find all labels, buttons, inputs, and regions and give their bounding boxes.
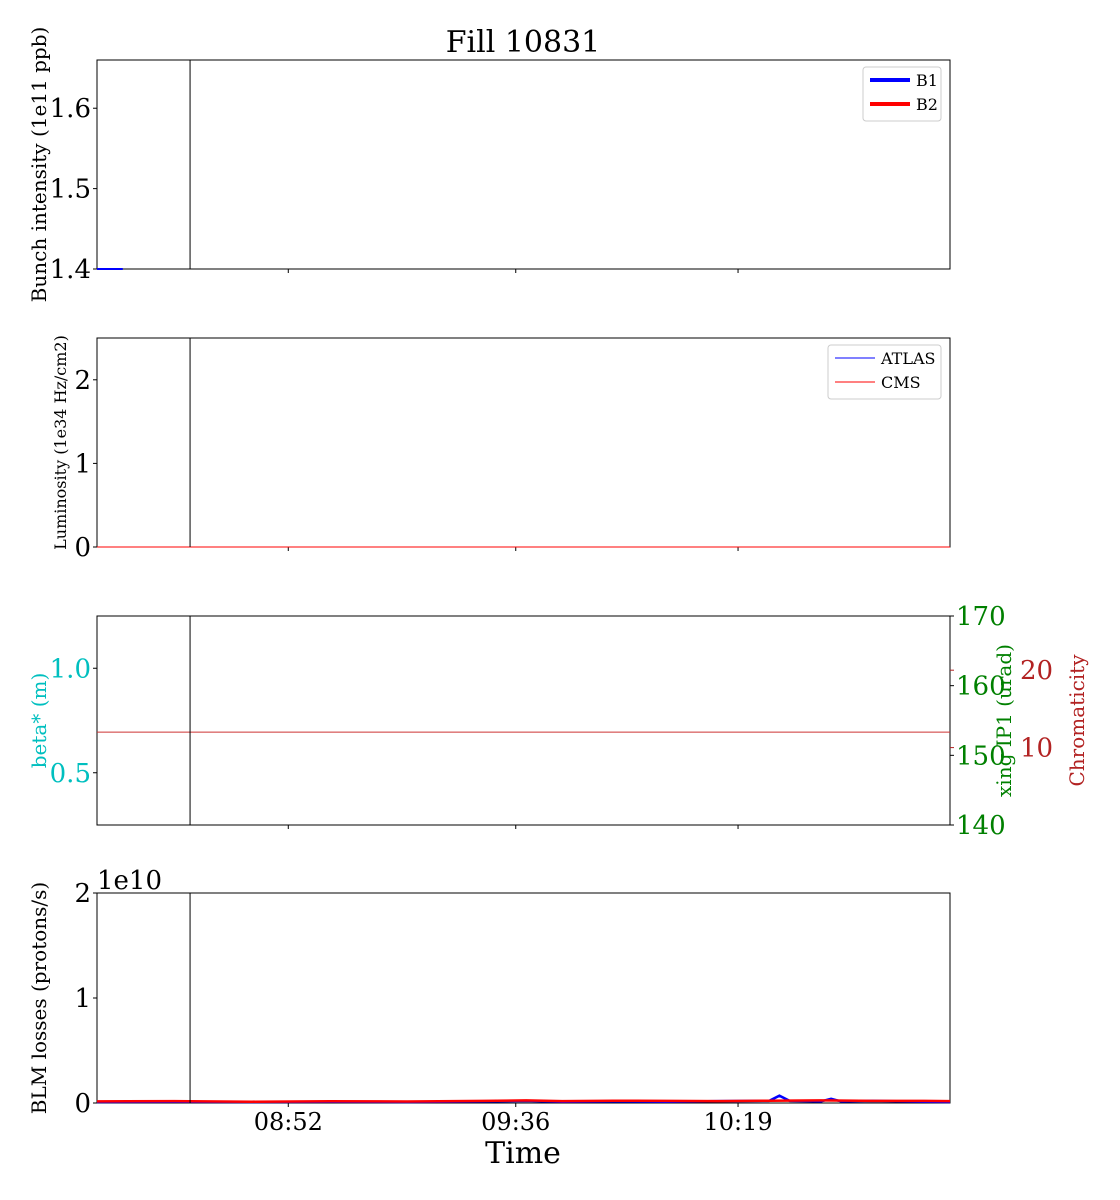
y-tick-label: 0.5 xyxy=(50,759,91,789)
y-tick-label: 1.6 xyxy=(50,94,91,124)
y-offset-label: 1e10 xyxy=(97,866,162,896)
legend-label: ATLAS xyxy=(880,349,936,368)
chart-title: Fill 10831 xyxy=(446,25,601,60)
legend-label: B2 xyxy=(916,95,938,114)
y-axis-label: Bunch intensity (1e11 ppb) xyxy=(27,27,51,303)
chroma-tick-label: 10 xyxy=(1020,734,1053,764)
x-tick-label: 10:19 xyxy=(703,1108,772,1136)
y-tick-label: 1.5 xyxy=(50,175,91,205)
x-tick-label: 09:36 xyxy=(481,1108,550,1136)
legend: ATLAS CMS xyxy=(827,344,942,400)
y-tick-label: 1 xyxy=(74,984,91,1014)
plot-frame xyxy=(96,59,951,270)
right-y-tick-label: 170 xyxy=(956,602,1006,632)
y-tick-label: 1.4 xyxy=(50,255,91,285)
x-tick-label: 08:52 xyxy=(254,1108,323,1136)
chroma-axis-label: Chromaticity xyxy=(1065,654,1089,787)
y-axis-label: Luminosity (1e34 Hz/cm2) xyxy=(51,335,70,550)
y-tick-label: 1 xyxy=(74,449,91,479)
right-y-tick-label: 140 xyxy=(956,811,1006,841)
y-axis-label: BLM losses (protons/s) xyxy=(27,882,51,1114)
y-tick-label: 1.0 xyxy=(50,654,91,684)
right-y-axis-label: xing IP1 (urad) xyxy=(992,644,1016,797)
y-axis-label: beta* (m) xyxy=(27,673,51,769)
plot-frame xyxy=(96,337,951,548)
right-y-tick-label: 150 xyxy=(956,741,1006,771)
series-line-b2 xyxy=(96,1099,951,1103)
y-tick-label: 0 xyxy=(74,1089,91,1119)
y-tick-label: 2 xyxy=(74,879,91,909)
chroma-tick-label: 20 xyxy=(1020,656,1053,686)
legend-label: B1 xyxy=(916,71,938,90)
right-y-tick-label: 160 xyxy=(956,672,1006,702)
legend-label: CMS xyxy=(881,373,921,392)
y-tick-label: 2 xyxy=(74,366,91,396)
plot-frame xyxy=(96,892,951,1104)
panel-losses: 08:52 09:36 10:19 0 1 2 BLM losses (protons/s)… xyxy=(27,866,951,1136)
y-tick-label: 0 xyxy=(74,533,91,563)
plot-frame xyxy=(96,615,951,826)
x-axis-label: Time xyxy=(485,1136,561,1171)
